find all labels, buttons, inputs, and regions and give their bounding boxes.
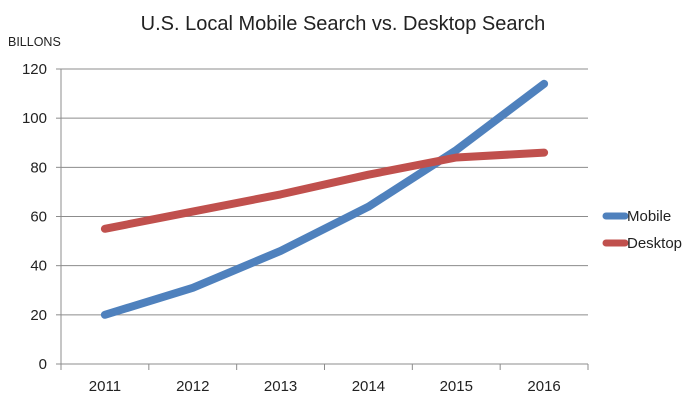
x-tick-label: 2014 <box>352 378 385 395</box>
series-line-mobile <box>100 79 549 319</box>
data-point-mobile <box>280 250 281 251</box>
y-tick-labels: 0 20 40 60 80 100 120 <box>22 61 47 373</box>
x-tick-label: 2012 <box>176 378 209 395</box>
y-tick-label: 0 <box>39 356 47 373</box>
data-point-mobile <box>544 83 545 84</box>
data-point-mobile <box>456 150 457 151</box>
y-tick-label: 60 <box>30 209 47 226</box>
y-tick-label: 100 <box>22 110 47 127</box>
data-point-desktop <box>192 211 193 212</box>
y-tick-label: 40 <box>30 258 47 275</box>
x-tick-label: 2016 <box>527 378 560 395</box>
y-tick-label: 80 <box>30 159 47 176</box>
series-line-desktop <box>100 148 549 233</box>
y-tick-label: 120 <box>22 61 47 78</box>
data-point-desktop <box>368 174 369 175</box>
legend-label-mobile: Mobile <box>627 208 671 225</box>
legend-label-desktop: Desktop <box>627 235 682 252</box>
data-point-desktop <box>456 157 457 158</box>
chart-title: U.S. Local Mobile Search vs. Desktop Sea… <box>141 13 546 35</box>
data-point-mobile <box>104 314 105 315</box>
x-tick-label: 2011 <box>89 378 121 395</box>
data-point-desktop <box>104 228 105 229</box>
data-point-desktop <box>544 152 545 153</box>
data-point-mobile <box>368 206 369 207</box>
legend: Mobile Desktop <box>602 208 682 252</box>
series-lines <box>100 79 549 319</box>
data-point-desktop <box>280 194 281 195</box>
axes <box>56 68 589 370</box>
y-unit-label: BILLONS <box>8 35 61 49</box>
x-tick-label: 2015 <box>440 378 473 395</box>
x-tick-label: 2013 <box>264 378 297 395</box>
data-point-mobile <box>192 287 193 288</box>
y-tick-label: 20 <box>30 307 47 324</box>
x-tick-labels: 2011 2012 2013 2014 2015 2016 <box>89 378 561 395</box>
